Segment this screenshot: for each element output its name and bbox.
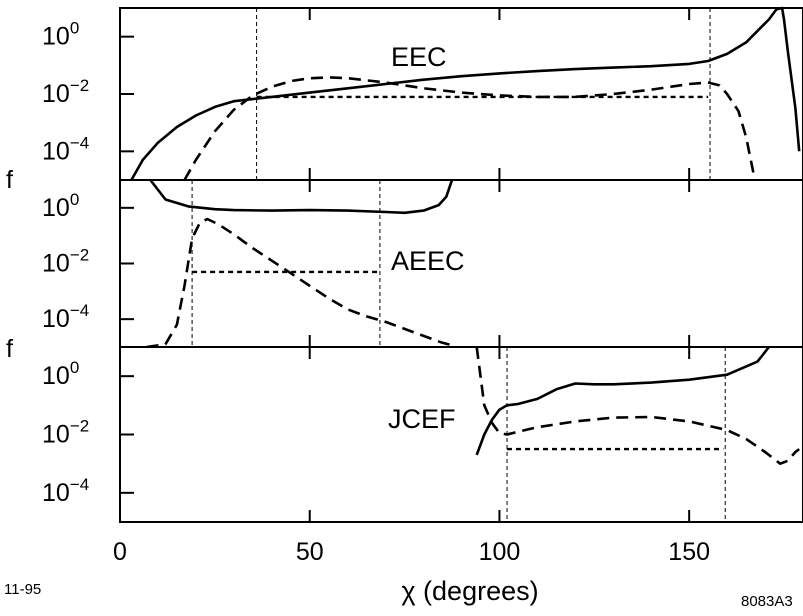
- data-curves: [130, 6, 801, 465]
- figure-id-note: 8083A3: [741, 593, 793, 610]
- date-note: 11-95: [4, 581, 41, 598]
- y-tick-label: 100: [42, 358, 79, 390]
- curve-jcef-solid: [475, 346, 770, 456]
- curve-aeec-solid: [149, 179, 454, 215]
- curve-jcef-dashed: [475, 346, 800, 465]
- panel-labels: EEC AEEC JCEF: [388, 42, 465, 434]
- panel-frame-jcef: [119, 346, 803, 523]
- y-tick-label: 100: [42, 190, 79, 222]
- y-tick-label: 100: [42, 19, 79, 51]
- x-tick-label: 50: [296, 538, 324, 566]
- x-tick-labels: 0 50 100 150: [113, 538, 710, 566]
- curve-eec-dashed: [183, 76, 755, 181]
- y-axis-labels: ff: [6, 166, 13, 363]
- panel-frame-eec: [119, 7, 803, 181]
- y-tick-labels: 100 10−2 10−4 100 10−2 10−4 100 10−2 10−4: [42, 19, 89, 507]
- panel-label-eec: EEC: [391, 42, 447, 72]
- y-tick-label: 10−2: [42, 246, 89, 278]
- y-tick-label: 10−4: [42, 133, 89, 165]
- y-axis-label: f: [6, 166, 13, 194]
- x-tick-label: 150: [668, 538, 710, 566]
- curve-eec-solid: [130, 6, 801, 181]
- y-axis-label: f: [6, 335, 13, 363]
- panel-label-jcef: JCEF: [388, 404, 456, 434]
- panel-label-aeec: AEEC: [391, 246, 465, 276]
- y-tick-label: 10−4: [42, 301, 89, 333]
- x-tick-label: 0: [113, 538, 127, 566]
- y-tick-label: 10−4: [42, 475, 89, 507]
- x-tick-label: 100: [479, 538, 521, 566]
- x-axis-title: χ (degrees): [401, 576, 538, 606]
- y-tick-label: 10−2: [42, 76, 89, 108]
- curve-aeec-dashed: [146, 217, 451, 349]
- axis-ticks: [119, 8, 691, 522]
- y-tick-label: 10−2: [42, 417, 89, 449]
